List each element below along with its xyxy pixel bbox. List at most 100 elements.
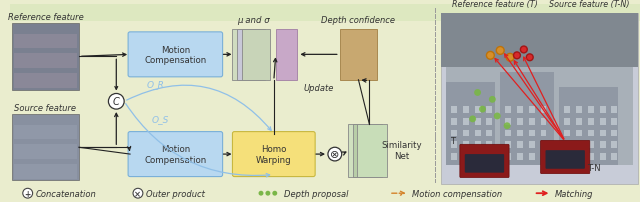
Bar: [505, 130, 511, 137]
Circle shape: [526, 55, 533, 61]
Bar: [576, 142, 582, 148]
Bar: [10, 4, 640, 22]
Text: C: C: [113, 97, 120, 107]
Bar: [588, 107, 594, 114]
Bar: [600, 130, 605, 137]
Bar: [529, 130, 534, 137]
Bar: [564, 107, 570, 114]
Bar: [541, 118, 547, 125]
Bar: [463, 130, 468, 137]
Bar: [564, 130, 570, 137]
Bar: [463, 142, 468, 148]
Bar: [451, 118, 457, 125]
FancyBboxPatch shape: [541, 141, 590, 174]
Bar: [541, 142, 547, 148]
Text: ×: ×: [134, 189, 141, 198]
FancyBboxPatch shape: [545, 150, 585, 169]
Bar: [529, 142, 534, 148]
Circle shape: [489, 96, 496, 103]
Circle shape: [23, 188, 33, 198]
Bar: [529, 118, 534, 125]
FancyBboxPatch shape: [460, 145, 509, 178]
Bar: [463, 107, 468, 114]
Bar: [446, 68, 633, 165]
Text: Outer product: Outer product: [146, 189, 205, 198]
Bar: [14, 164, 77, 179]
Bar: [353, 124, 382, 177]
Bar: [576, 107, 582, 114]
Bar: [611, 118, 618, 125]
Text: Similarity
Net: Similarity Net: [381, 141, 422, 160]
Text: Depth confidence: Depth confidence: [321, 16, 396, 24]
Circle shape: [506, 54, 514, 62]
Bar: [451, 153, 457, 160]
Text: Homo
Warping: Homo Warping: [256, 145, 292, 164]
Bar: [475, 107, 481, 114]
Bar: [600, 142, 605, 148]
Bar: [611, 153, 618, 160]
Bar: [12, 24, 79, 90]
Circle shape: [486, 52, 494, 60]
Bar: [451, 142, 457, 148]
Text: +: +: [24, 189, 31, 198]
Bar: [611, 107, 618, 114]
Text: Motion compensation: Motion compensation: [412, 189, 502, 198]
Bar: [564, 142, 570, 148]
Circle shape: [474, 90, 481, 96]
Bar: [475, 142, 481, 148]
Bar: [486, 153, 492, 160]
Bar: [14, 35, 77, 49]
Bar: [588, 142, 594, 148]
Bar: [358, 124, 387, 177]
Circle shape: [328, 147, 342, 161]
Circle shape: [496, 47, 504, 55]
Bar: [14, 74, 77, 88]
Circle shape: [513, 53, 520, 59]
Bar: [475, 118, 481, 125]
Bar: [486, 118, 492, 125]
Bar: [588, 130, 594, 137]
Bar: [232, 30, 260, 80]
Text: Matching: Matching: [554, 189, 593, 198]
Bar: [588, 153, 594, 160]
Bar: [517, 107, 523, 114]
Bar: [446, 82, 495, 165]
Bar: [12, 114, 79, 181]
Bar: [505, 153, 511, 160]
Bar: [14, 125, 77, 140]
Bar: [517, 130, 523, 137]
Bar: [611, 142, 618, 148]
Text: Concatenation: Concatenation: [36, 189, 96, 198]
Text: T: T: [451, 136, 456, 145]
Bar: [276, 30, 298, 80]
Bar: [505, 118, 511, 125]
Bar: [611, 130, 618, 137]
Text: O_R: O_R: [147, 80, 164, 89]
Bar: [517, 153, 523, 160]
Bar: [576, 118, 582, 125]
Text: Motion
Compensation: Motion Compensation: [144, 145, 207, 164]
Circle shape: [259, 191, 264, 196]
Bar: [475, 153, 481, 160]
Bar: [564, 153, 570, 160]
Bar: [475, 130, 481, 137]
Bar: [463, 153, 468, 160]
Bar: [500, 73, 554, 165]
Bar: [541, 107, 547, 114]
Bar: [600, 118, 605, 125]
FancyBboxPatch shape: [232, 132, 315, 177]
Bar: [576, 153, 582, 160]
Bar: [600, 153, 605, 160]
Bar: [541, 153, 547, 160]
Bar: [451, 107, 457, 114]
Bar: [517, 142, 523, 148]
Bar: [348, 124, 377, 177]
Text: O_S: O_S: [152, 115, 169, 124]
Bar: [14, 145, 77, 159]
Bar: [486, 142, 492, 148]
Bar: [463, 118, 468, 125]
Text: T-N: T-N: [587, 163, 600, 173]
Bar: [559, 87, 618, 165]
Bar: [588, 118, 594, 125]
Text: Motion
Compensation: Motion Compensation: [144, 45, 207, 65]
